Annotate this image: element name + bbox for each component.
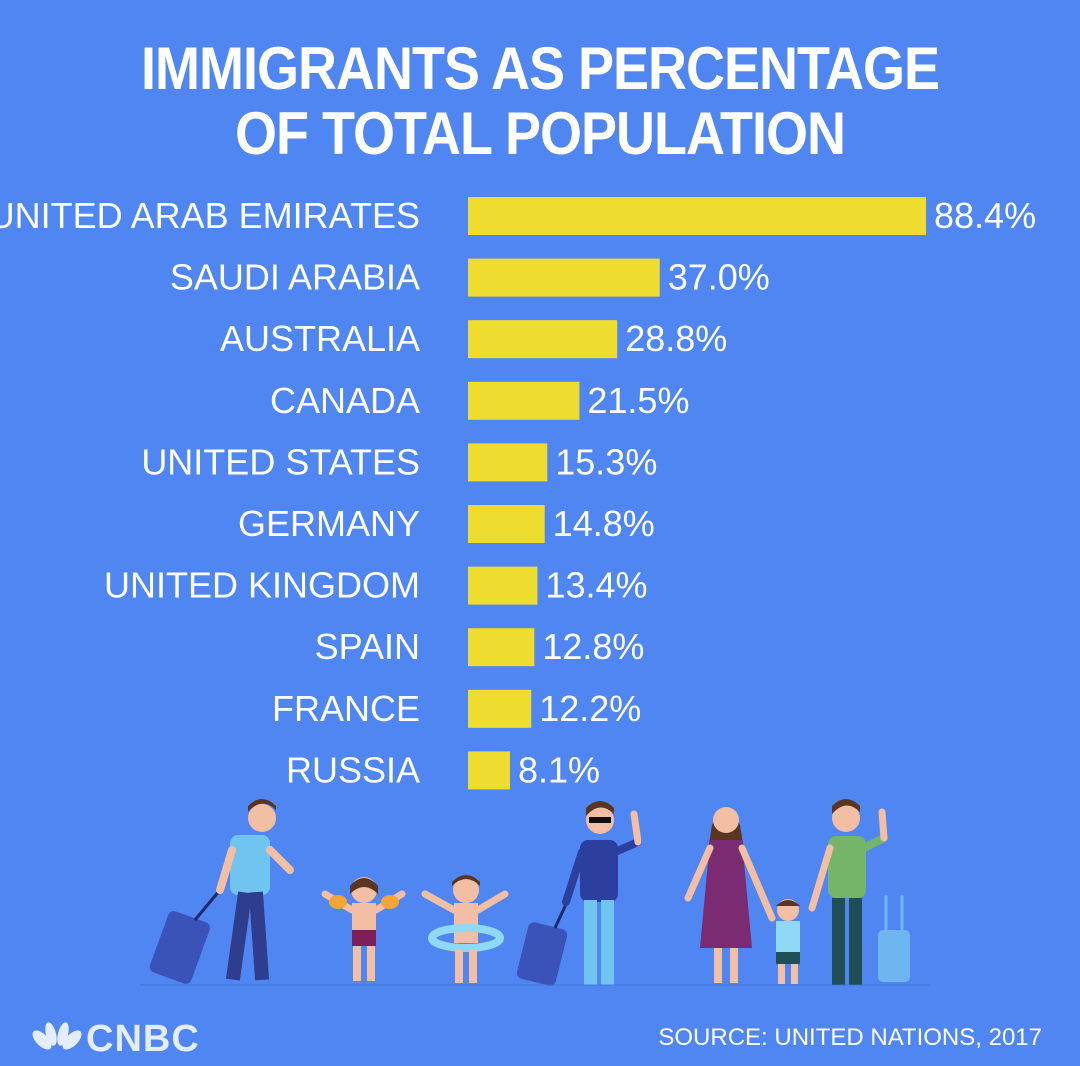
category-label: UNITED STATES — [141, 441, 420, 482]
category-label: FRANCE — [272, 688, 420, 729]
chart-title-line-2: OF TOTAL POPULATION — [235, 100, 846, 168]
value-label: 28.8% — [625, 318, 727, 359]
category-label: UNITED KINGDOM — [104, 565, 420, 606]
category-label: GERMANY — [238, 503, 420, 544]
bar — [468, 443, 548, 482]
category-label: SPAIN — [315, 626, 420, 667]
chart-title-line-1: IMMIGRANTS AS PERCENTAGE — [140, 35, 940, 103]
bar — [468, 505, 545, 543]
bar — [468, 258, 660, 297]
value-label: 88.4% — [934, 195, 1036, 236]
cnbc-logo-text: CNBC — [86, 1018, 200, 1060]
value-label: 12.2% — [539, 688, 641, 729]
woman-dress-figure — [684, 807, 776, 983]
bar — [468, 689, 532, 728]
value-label: 12.8% — [542, 626, 644, 667]
travelers-illustration-icon — [140, 799, 930, 986]
value-label: 8.1% — [518, 749, 600, 790]
value-label: 15.3% — [555, 441, 657, 482]
child-figure — [776, 899, 800, 984]
child-floaties-figure — [321, 877, 406, 981]
bar — [468, 628, 535, 667]
traveler-phone-figure — [149, 799, 294, 984]
value-label: 14.8% — [553, 503, 655, 544]
category-label: RUSSIA — [286, 749, 420, 790]
bar — [468, 381, 580, 420]
cnbc-peacock-icon — [32, 1022, 82, 1050]
source-note: SOURCE: UNITED NATIONS, 2017 — [658, 1024, 1042, 1051]
value-label: 37.0% — [668, 257, 770, 298]
bar — [468, 566, 538, 605]
category-label: UNITED ARAB EMIRATES — [0, 195, 420, 236]
bar — [468, 751, 510, 790]
man-green-shirt-figure — [808, 799, 910, 985]
bar — [468, 197, 926, 235]
value-label: 13.4% — [545, 565, 647, 606]
category-label: CANADA — [270, 380, 420, 421]
bar-chart: UNITED ARAB EMIRATES 88.4% SAUDI ARABIA 37.… — [0, 195, 1036, 790]
value-label: 21.5% — [587, 380, 689, 421]
child-swim-ring-figure — [421, 875, 509, 983]
category-label: AUSTRALIA — [220, 318, 420, 359]
bar — [468, 320, 618, 359]
category-label: SAUDI ARABIA — [170, 257, 420, 298]
traveler-waving-figure — [516, 801, 642, 986]
